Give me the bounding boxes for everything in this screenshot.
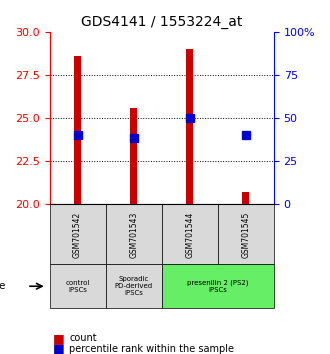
Text: GSM701545: GSM701545 bbox=[241, 211, 250, 258]
Bar bbox=[218, 205, 274, 264]
Text: percentile rank within the sample: percentile rank within the sample bbox=[69, 344, 234, 354]
Bar bbox=[186, 49, 193, 205]
Bar bbox=[162, 264, 274, 308]
Bar bbox=[130, 108, 137, 205]
Text: control
IPSCs: control IPSCs bbox=[65, 280, 90, 293]
Bar bbox=[50, 264, 106, 308]
Bar bbox=[74, 56, 81, 205]
Bar bbox=[106, 205, 162, 264]
Text: ■: ■ bbox=[53, 342, 65, 354]
Text: cell line: cell line bbox=[0, 281, 6, 291]
Text: ■: ■ bbox=[53, 332, 65, 344]
Bar bbox=[162, 205, 218, 264]
Text: GSM701544: GSM701544 bbox=[185, 211, 194, 258]
Text: GSM701542: GSM701542 bbox=[73, 211, 82, 258]
Text: count: count bbox=[69, 333, 97, 343]
Text: Sporadic
PD-derived
iPSCs: Sporadic PD-derived iPSCs bbox=[115, 276, 153, 296]
Text: presenilin 2 (PS2)
iPSCs: presenilin 2 (PS2) iPSCs bbox=[187, 280, 248, 293]
Bar bbox=[106, 264, 162, 308]
Bar bbox=[50, 205, 106, 264]
Bar bbox=[242, 192, 249, 205]
Title: GDS4141 / 1553224_at: GDS4141 / 1553224_at bbox=[81, 16, 243, 29]
Text: GSM701543: GSM701543 bbox=[129, 211, 138, 258]
